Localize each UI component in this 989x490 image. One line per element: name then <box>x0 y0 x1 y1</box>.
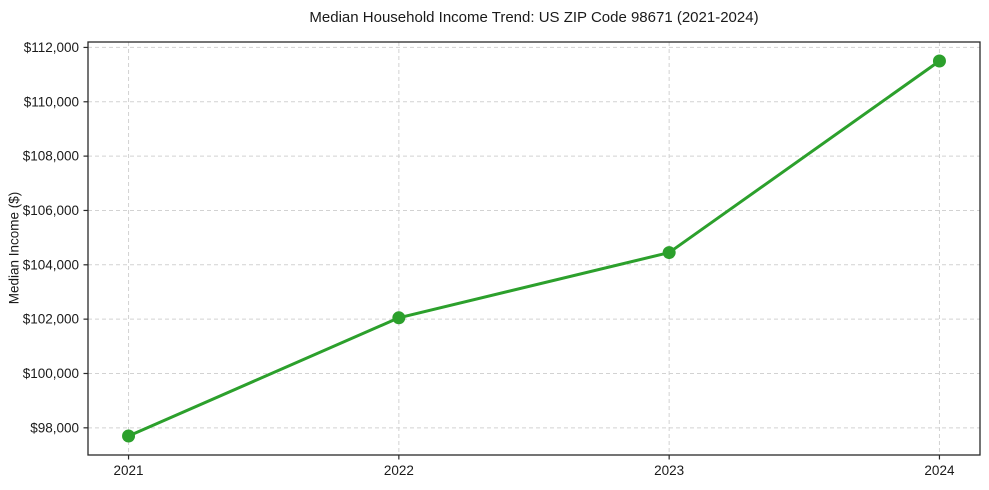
y-tick-label: $112,000 <box>24 40 79 55</box>
data-point-marker <box>662 246 676 260</box>
x-tick-label: 2023 <box>654 463 684 478</box>
plot-border <box>87 41 981 456</box>
y-tick-label: $104,000 <box>23 257 79 272</box>
y-tick-label: $106,000 <box>23 203 79 218</box>
data-line <box>127 59 941 438</box>
y-tick-label: $98,000 <box>30 420 79 435</box>
y-axis-label: Median Income ($) <box>6 191 22 305</box>
data-point-marker <box>122 429 136 443</box>
y-tick-label: $100,000 <box>23 366 79 381</box>
y-tick-label: $108,000 <box>23 149 79 164</box>
data-point-marker <box>932 54 946 68</box>
x-tick-label: 2021 <box>114 463 144 478</box>
y-tick-label: $102,000 <box>23 312 79 327</box>
x-tick-label: 2024 <box>924 463 955 478</box>
x-tick-label: 2022 <box>384 463 414 478</box>
data-point-marker <box>392 311 406 325</box>
y-tick-label: $110,000 <box>24 94 79 109</box>
chart-title: Median Household Income Trend: US ZIP Co… <box>309 9 759 26</box>
